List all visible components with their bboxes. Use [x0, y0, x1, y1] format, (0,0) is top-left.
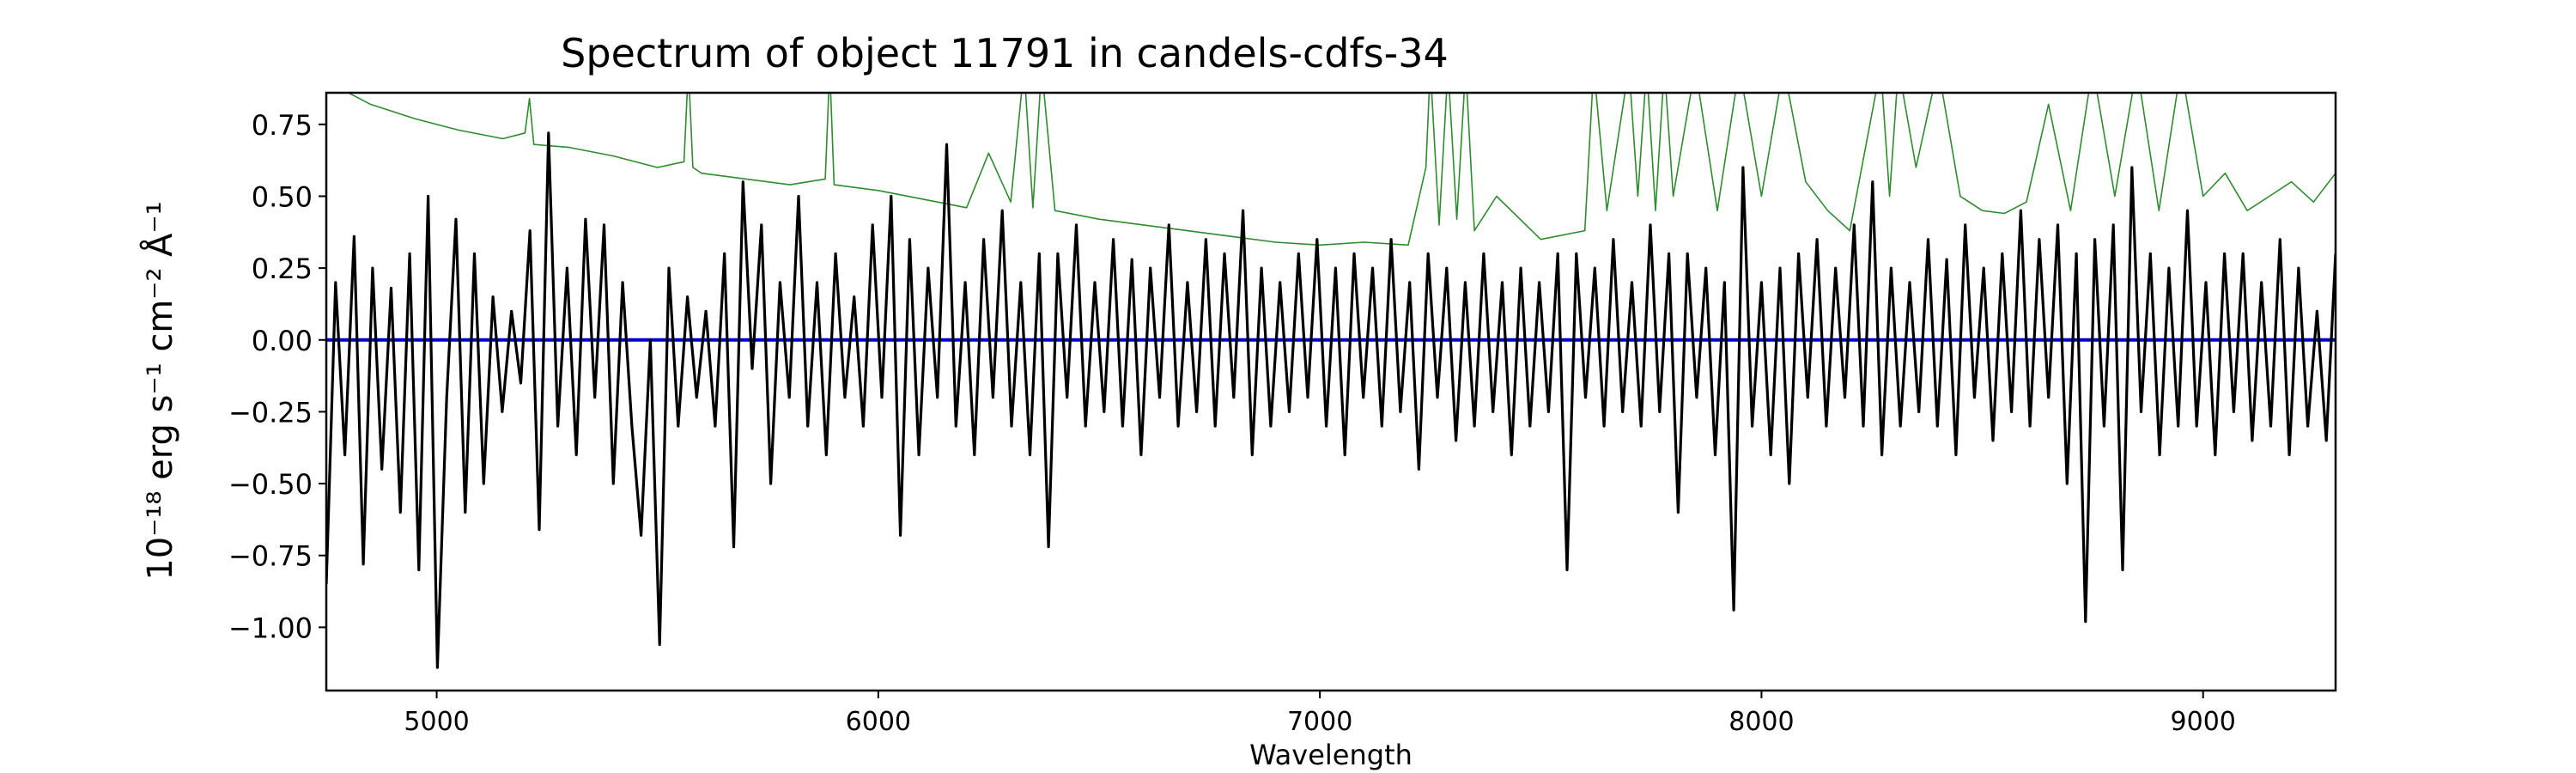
x-tick-label: 6000: [846, 707, 911, 737]
error-series-layer: [346, 93, 2336, 247]
y-tick-label: −0.25: [228, 396, 313, 429]
y-tick-label: −0.75: [228, 540, 313, 573]
x-axis-label: Wavelength: [1249, 739, 1413, 771]
plot-frame: [325, 91, 2337, 692]
y-tick-label: 0.25: [252, 253, 313, 285]
chart-title: Spectrum of object 11791 in candels-cdfs…: [561, 30, 1449, 76]
plot-area: [325, 91, 2337, 692]
y-tick-label: 0.00: [252, 325, 313, 357]
x-tick-label: 9000: [2171, 707, 2236, 737]
flux-series-line: [326, 131, 2336, 669]
y-axis-label: 10⁻¹⁸ erg s⁻¹ cm⁻² Å⁻¹: [139, 201, 180, 580]
y-tick-label: 0.50: [252, 180, 313, 213]
y-tick-label: −0.50: [228, 468, 313, 501]
x-tick-label: 5000: [404, 707, 469, 737]
flux-series-layer: [326, 131, 2336, 669]
x-axis: 5000 6000 7000 8000 9000: [404, 691, 2236, 737]
x-tick-label: 8000: [1728, 707, 1794, 737]
y-axis: −1.00 −0.75 −0.50 −0.25 0.00 0.25 0.50 0.75: [228, 109, 326, 644]
error-series-line: [346, 93, 2336, 247]
y-tick-label: −1.00: [228, 612, 313, 644]
x-tick-label: 7000: [1287, 707, 1352, 737]
y-tick-label: 0.75: [252, 109, 313, 142]
